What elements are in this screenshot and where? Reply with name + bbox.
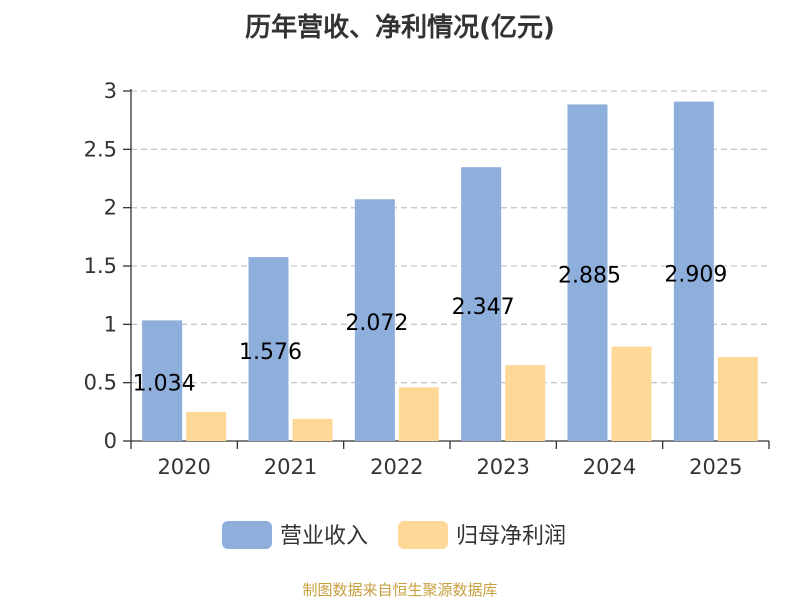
x-tick-label: 2022 bbox=[370, 455, 423, 479]
x-tick-label: 2023 bbox=[476, 455, 529, 479]
bar-1 bbox=[611, 346, 652, 441]
y-tick-label: 1.5 bbox=[84, 254, 117, 278]
x-tick-label: 2025 bbox=[689, 455, 742, 479]
bar-value-label: 2.885 bbox=[558, 264, 621, 289]
bars bbox=[142, 101, 758, 442]
legend-label: 归母净利润 bbox=[456, 524, 566, 549]
bar-0 bbox=[673, 101, 714, 441]
grid-lines bbox=[131, 90, 769, 384]
y-tick-label: 3 bbox=[104, 79, 117, 103]
legend-swatch bbox=[398, 521, 448, 549]
x-tick-label: 2021 bbox=[264, 455, 317, 479]
legend-item-0[interactable]: 营业收入 bbox=[222, 521, 368, 549]
data-labels: 1.034 1.576 2.072 2.347 2.885 2.909 bbox=[133, 262, 728, 396]
y-tick-label: 2 bbox=[104, 196, 117, 220]
x-tick-label: 2020 bbox=[157, 455, 210, 479]
bar-value-label: 1.576 bbox=[239, 340, 302, 365]
y-tick-label: 0 bbox=[104, 429, 117, 453]
source-note: 制图数据来自恒生聚源数据库 bbox=[302, 581, 497, 599]
chart-title: 历年营收、净利情况(亿元) bbox=[245, 12, 555, 43]
x-tick-label: 2024 bbox=[583, 455, 636, 479]
bar-value-label: 2.909 bbox=[664, 262, 727, 287]
bar-0 bbox=[567, 104, 608, 442]
y-axis: 0 0.5 1 1.5 2 2.5 3 bbox=[84, 79, 132, 453]
bar-1 bbox=[717, 357, 758, 441]
bar-1 bbox=[505, 365, 546, 441]
bar-1 bbox=[292, 418, 333, 441]
bar-1 bbox=[398, 387, 439, 441]
bar-value-label: 1.034 bbox=[133, 372, 196, 397]
legend[interactable]: 营业收入 归母净利润 bbox=[222, 521, 566, 549]
x-axis: 2020 2021 2022 2023 2024 2025 bbox=[130, 440, 770, 479]
bar-0 bbox=[248, 257, 289, 441]
bar-0 bbox=[142, 320, 183, 441]
bar-0 bbox=[354, 199, 395, 441]
legend-item-1[interactable]: 归母净利润 bbox=[398, 521, 566, 549]
y-tick-label: 0.5 bbox=[84, 371, 117, 395]
bar-0 bbox=[461, 167, 502, 441]
y-tick-label: 2.5 bbox=[84, 137, 117, 161]
bar-value-label: 2.072 bbox=[345, 311, 408, 336]
legend-swatch bbox=[222, 521, 272, 549]
bar-1 bbox=[186, 411, 227, 441]
legend-label: 营业收入 bbox=[280, 524, 368, 549]
y-tick-label: 1 bbox=[104, 312, 117, 336]
bar-value-label: 2.347 bbox=[452, 295, 515, 320]
